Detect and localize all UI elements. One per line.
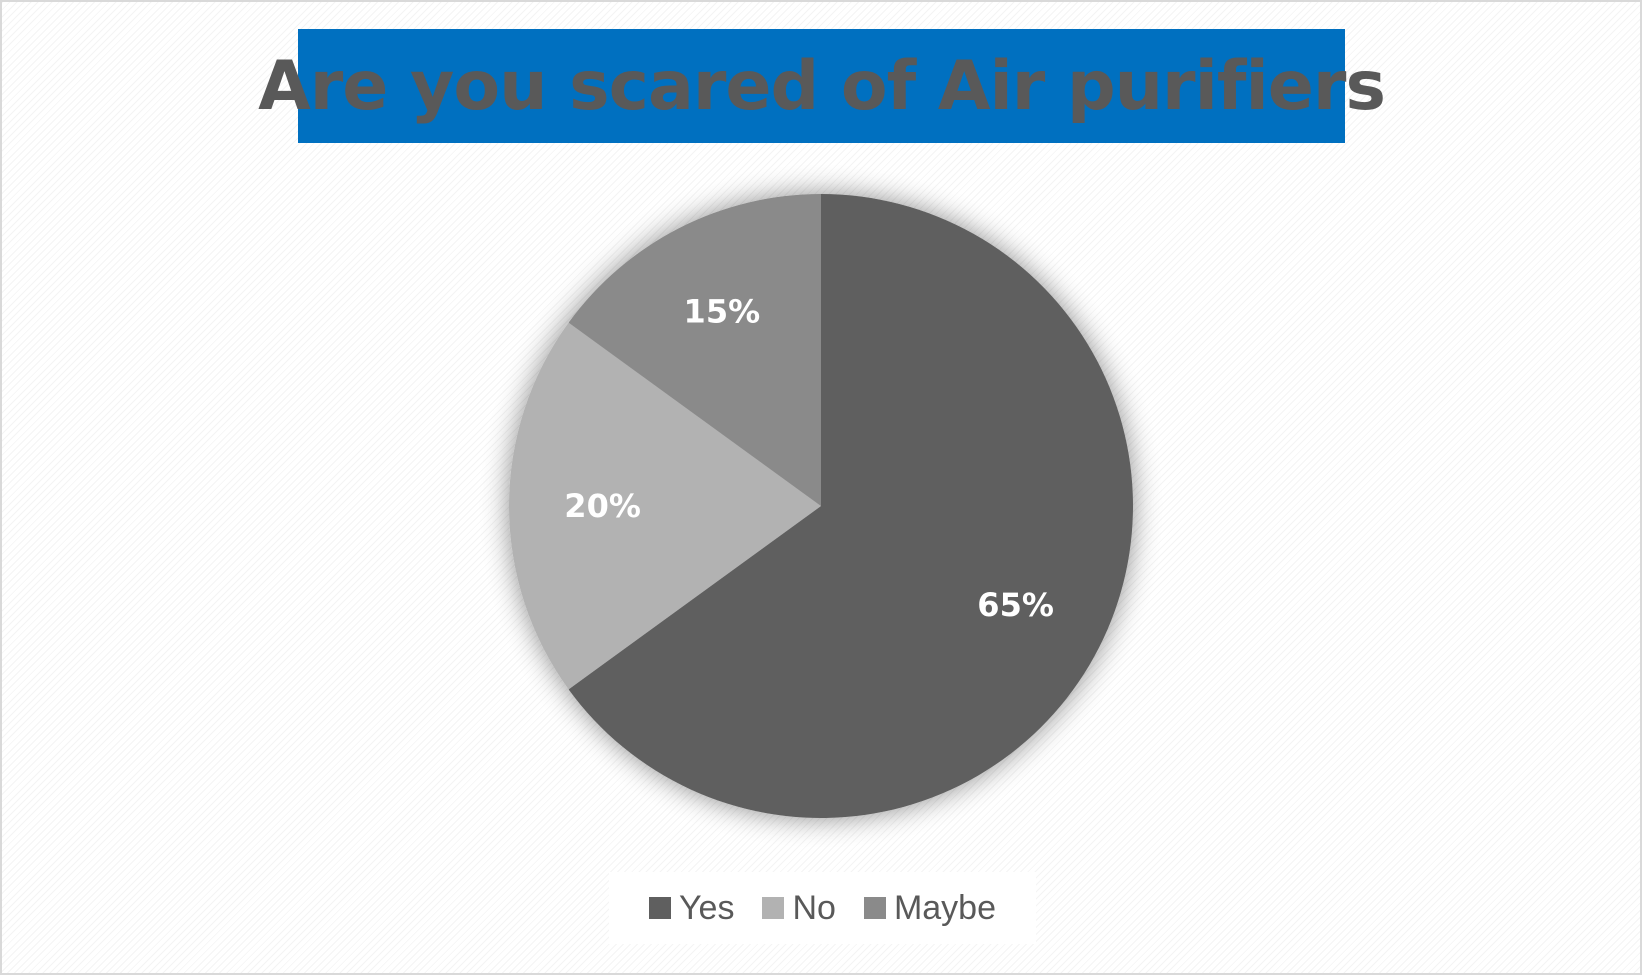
legend-swatch-no	[762, 897, 785, 919]
pie-slice-yes	[568, 194, 1133, 818]
legend-swatch-maybe	[863, 897, 886, 919]
legend-item-maybe: Maybe	[863, 888, 996, 928]
legend-label-maybe: Maybe	[893, 888, 996, 927]
legend-label-yes: Yes	[679, 888, 735, 927]
chart-title-box: Are you scared of Air purifiers	[258, 29, 1386, 143]
data-label-no: 20%	[564, 487, 641, 525]
data-label-maybe: 15%	[684, 292, 761, 330]
legend-item-yes: Yes	[649, 889, 734, 928]
chart-legend: Yes No Maybe	[609, 872, 1036, 944]
legend-label-no: No	[792, 888, 836, 927]
chart-title: Are you scared of Air purifiers	[258, 46, 1386, 126]
pie-slice-maybe	[568, 194, 821, 506]
legend-swatch-yes	[649, 897, 671, 919]
pie-slice-no	[508, 322, 821, 690]
legend-item-no: No	[762, 888, 836, 928]
data-label-yes: 65%	[977, 586, 1054, 624]
